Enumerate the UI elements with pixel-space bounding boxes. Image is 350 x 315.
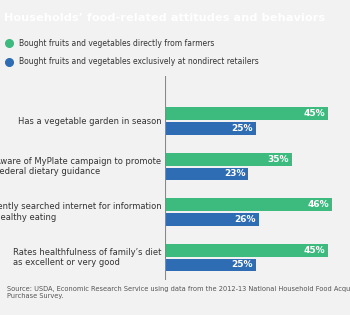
Bar <box>164 244 328 257</box>
Text: 46%: 46% <box>307 200 329 209</box>
Bar <box>164 122 256 135</box>
Text: Source: USDA, Economic Research Service using data from the 2012-13 National Hou: Source: USDA, Economic Research Service … <box>7 286 350 299</box>
Text: Bought fruits and vegetables directly from farmers: Bought fruits and vegetables directly fr… <box>19 39 215 48</box>
Text: Bought fruits and vegetables exclusively at nondirect retailers: Bought fruits and vegetables exclusively… <box>19 57 259 66</box>
Bar <box>164 198 332 211</box>
Text: Households’ food-related attitudes and behaviors: Households’ food-related attitudes and b… <box>4 13 326 23</box>
Text: 25%: 25% <box>231 124 253 133</box>
Text: 26%: 26% <box>235 215 256 224</box>
Bar <box>164 259 256 271</box>
Bar <box>164 153 292 166</box>
Bar <box>164 168 248 180</box>
Text: Aware of MyPlate campaign to promote
Federal dietary guidance: Aware of MyPlate campaign to promote Fed… <box>0 157 161 176</box>
Text: 45%: 45% <box>304 246 326 255</box>
Text: Rates healthfulness of family’s diet
as excellent or very good: Rates healthfulness of family’s diet as … <box>13 248 161 267</box>
Text: Has a vegetable garden in season: Has a vegetable garden in season <box>18 117 161 126</box>
Text: 45%: 45% <box>304 109 326 118</box>
Text: 23%: 23% <box>224 169 245 178</box>
Bar <box>164 107 328 120</box>
Text: Recently searched internet for information
on healthy eating: Recently searched internet for informati… <box>0 203 161 222</box>
Text: 35%: 35% <box>267 155 289 164</box>
Bar <box>164 213 259 226</box>
Text: 25%: 25% <box>231 261 253 269</box>
